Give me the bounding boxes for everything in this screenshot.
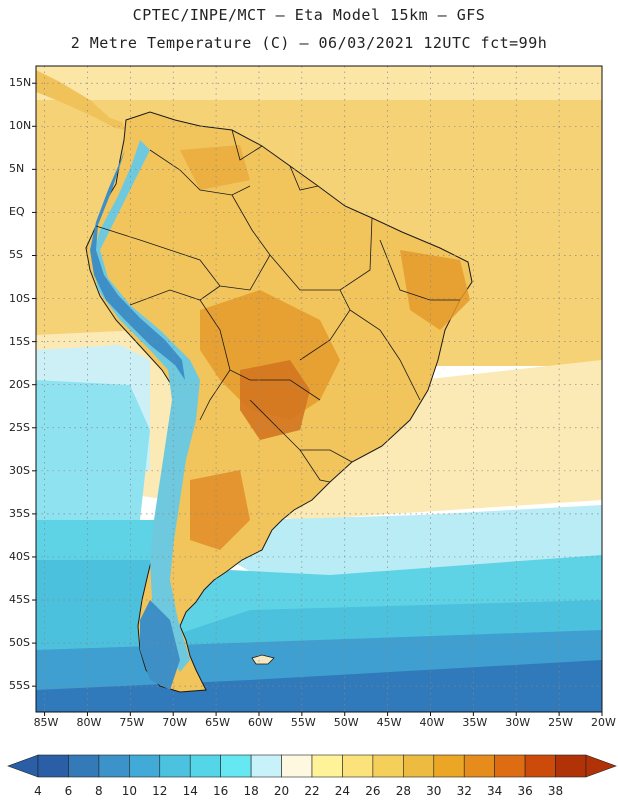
colorbar-label: 30 [426, 784, 442, 798]
colorbar-label: 18 [243, 784, 259, 798]
lat-label: 50S [9, 636, 30, 650]
lon-label: 70W [162, 716, 188, 729]
colorbar-label: 34 [487, 784, 503, 798]
lon-label: 85W [33, 716, 59, 729]
graticule [36, 66, 602, 712]
colorbar-swatch [463, 754, 495, 778]
ocean-band-cyan-pacific [36, 380, 150, 540]
lat-label: 40S [9, 549, 30, 563]
colorbar-label: 16 [213, 784, 229, 798]
lon-label: 40W [419, 716, 445, 729]
lon-label: 65W [205, 716, 230, 729]
lat-label: 10N [9, 119, 32, 133]
colorbar-label: 38 [547, 784, 564, 798]
colorbar-label: 32 [456, 784, 472, 798]
lon-label: 60W [247, 716, 273, 729]
lat-label: 5N [9, 162, 25, 176]
colorbar-swatch [281, 754, 313, 778]
central-america [36, 70, 126, 130]
lat-label: 5S [9, 248, 23, 262]
lat-label: 20S [9, 377, 30, 391]
colorbar-label: 14 [182, 784, 198, 798]
colorbar-swatch [68, 754, 100, 778]
falkland-islands [251, 654, 275, 665]
lat-label: 35S [9, 506, 30, 520]
lat-label: EQ [9, 205, 25, 219]
colorbar [7, 754, 617, 778]
map-panel [36, 66, 602, 712]
hot-region-argentina [190, 470, 250, 550]
colorbar-swatch [372, 754, 404, 778]
colorbar-swatch [433, 754, 465, 778]
colorbar-swatch [98, 754, 130, 778]
lon-label: 55W [290, 716, 316, 729]
hot-region-northeast [400, 250, 470, 330]
colorbar-swatch [129, 754, 161, 778]
colorbar-label: 36 [517, 784, 533, 798]
lat-label: 15S [9, 334, 30, 348]
colorbar-swatch [220, 754, 252, 778]
colorbar-over-arrow [585, 754, 617, 778]
ocean-band-deep-blue [36, 660, 602, 712]
lon-label: 30W [505, 716, 531, 729]
colorbar-swatch [311, 754, 343, 778]
colorbar-label: 12 [152, 784, 168, 798]
colorbar-swatch [159, 754, 191, 778]
lat-label: 55S [9, 679, 30, 693]
lat-label: 30S [9, 463, 30, 477]
colorbar-swatch [403, 754, 435, 778]
colorbar-label: 8 [95, 784, 103, 798]
title-line-2: 2 Metre Temperature (C) – 06/03/2021 12U… [70, 34, 548, 52]
map-frame [35, 65, 603, 713]
colorbar-swatch [37, 754, 69, 778]
lat-label: 45S [9, 593, 30, 607]
colorbar-swatch [555, 754, 587, 778]
lon-label: 80W [76, 716, 102, 729]
colorbar-label: 10 [121, 784, 137, 798]
colorbar-swatch [189, 754, 221, 778]
hot-region-north [180, 145, 250, 190]
colorbar-label: 6 [64, 784, 73, 798]
lon-label: 50W [333, 716, 359, 729]
colorbar-swatch [250, 754, 282, 778]
colorbar-under-arrow [7, 754, 39, 778]
lat-label: 15N [9, 76, 32, 90]
lon-label: 20W [591, 716, 616, 729]
colorbar-label: 28 [395, 784, 411, 798]
colorbar-label: 24 [334, 784, 351, 798]
title-line-1: CPTEC/INPE/MCT – Eta Model 15km – GFS [132, 6, 486, 24]
colorbar-label: 22 [304, 784, 320, 798]
colorbar-label: 4 [34, 784, 42, 798]
lon-label: 25W [548, 716, 573, 729]
lon-label: 45W [376, 716, 402, 729]
lon-label: 75W [119, 716, 145, 729]
lat-label: 25S [9, 420, 30, 434]
country-borders [95, 129, 460, 483]
colorbar-swatch [342, 754, 374, 778]
colorbar-label: 20 [273, 784, 290, 798]
colorbar-swatch [524, 754, 556, 778]
patagonia-cold [140, 600, 180, 690]
colorbar-swatch [494, 754, 526, 778]
andes-high-cold [90, 150, 185, 380]
colorbar-label: 26 [365, 784, 381, 798]
lon-label: 35W [462, 716, 488, 729]
lat-label: 10S [9, 291, 30, 305]
